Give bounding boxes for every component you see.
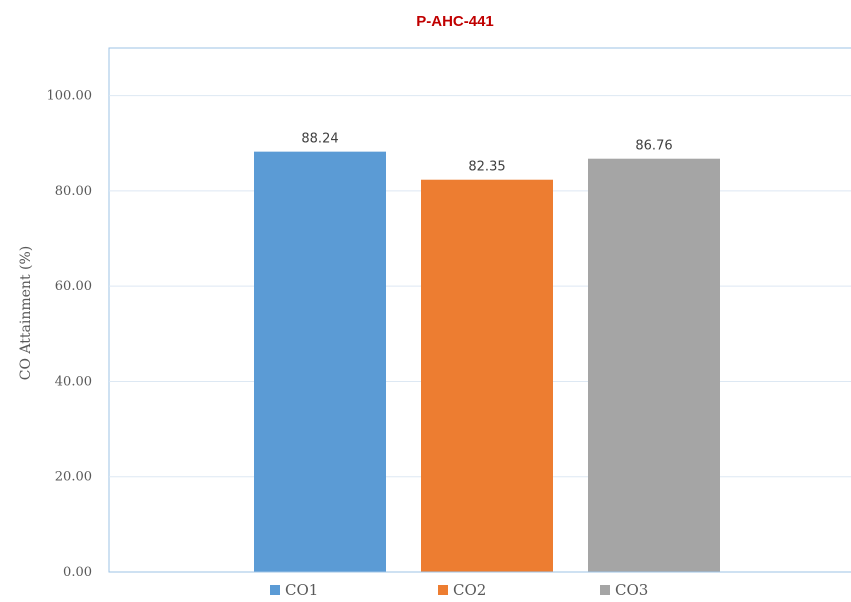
chart-title: P-AHC-441 bbox=[416, 13, 494, 30]
legend-label-co3: CO3 bbox=[615, 581, 648, 599]
legend-swatch-co3 bbox=[600, 585, 610, 595]
y-tick-label: 100.00 bbox=[47, 89, 93, 104]
legend-swatch-co2 bbox=[438, 585, 448, 595]
bar-co2 bbox=[421, 179, 553, 572]
legend-label-co2: CO2 bbox=[453, 581, 486, 599]
legend-label-co1: CO1 bbox=[285, 581, 318, 599]
y-axis-ticks: 0.00 20.00 40.00 60.00 80.00 100.00 bbox=[47, 89, 93, 580]
y-tick-label: 0.00 bbox=[63, 565, 92, 580]
data-labels: 88.24 82.35 86.76 bbox=[301, 132, 672, 175]
bar-co3 bbox=[588, 158, 720, 572]
y-axis-label: CO Attainment (%) bbox=[18, 246, 34, 380]
y-tick-label: 40.00 bbox=[55, 374, 92, 389]
legend-swatch-co1 bbox=[270, 585, 280, 595]
y-tick-label: 60.00 bbox=[55, 279, 92, 294]
legend: CO1 CO2 CO3 bbox=[270, 581, 648, 599]
bars bbox=[254, 151, 720, 572]
y-tick-label: 20.00 bbox=[55, 470, 92, 485]
data-label-co2: 82.35 bbox=[468, 160, 505, 175]
data-label-co3: 86.76 bbox=[635, 139, 672, 154]
bar-co1 bbox=[254, 151, 386, 572]
data-label-co1: 88.24 bbox=[301, 132, 338, 147]
y-tick-label: 80.00 bbox=[55, 184, 92, 199]
